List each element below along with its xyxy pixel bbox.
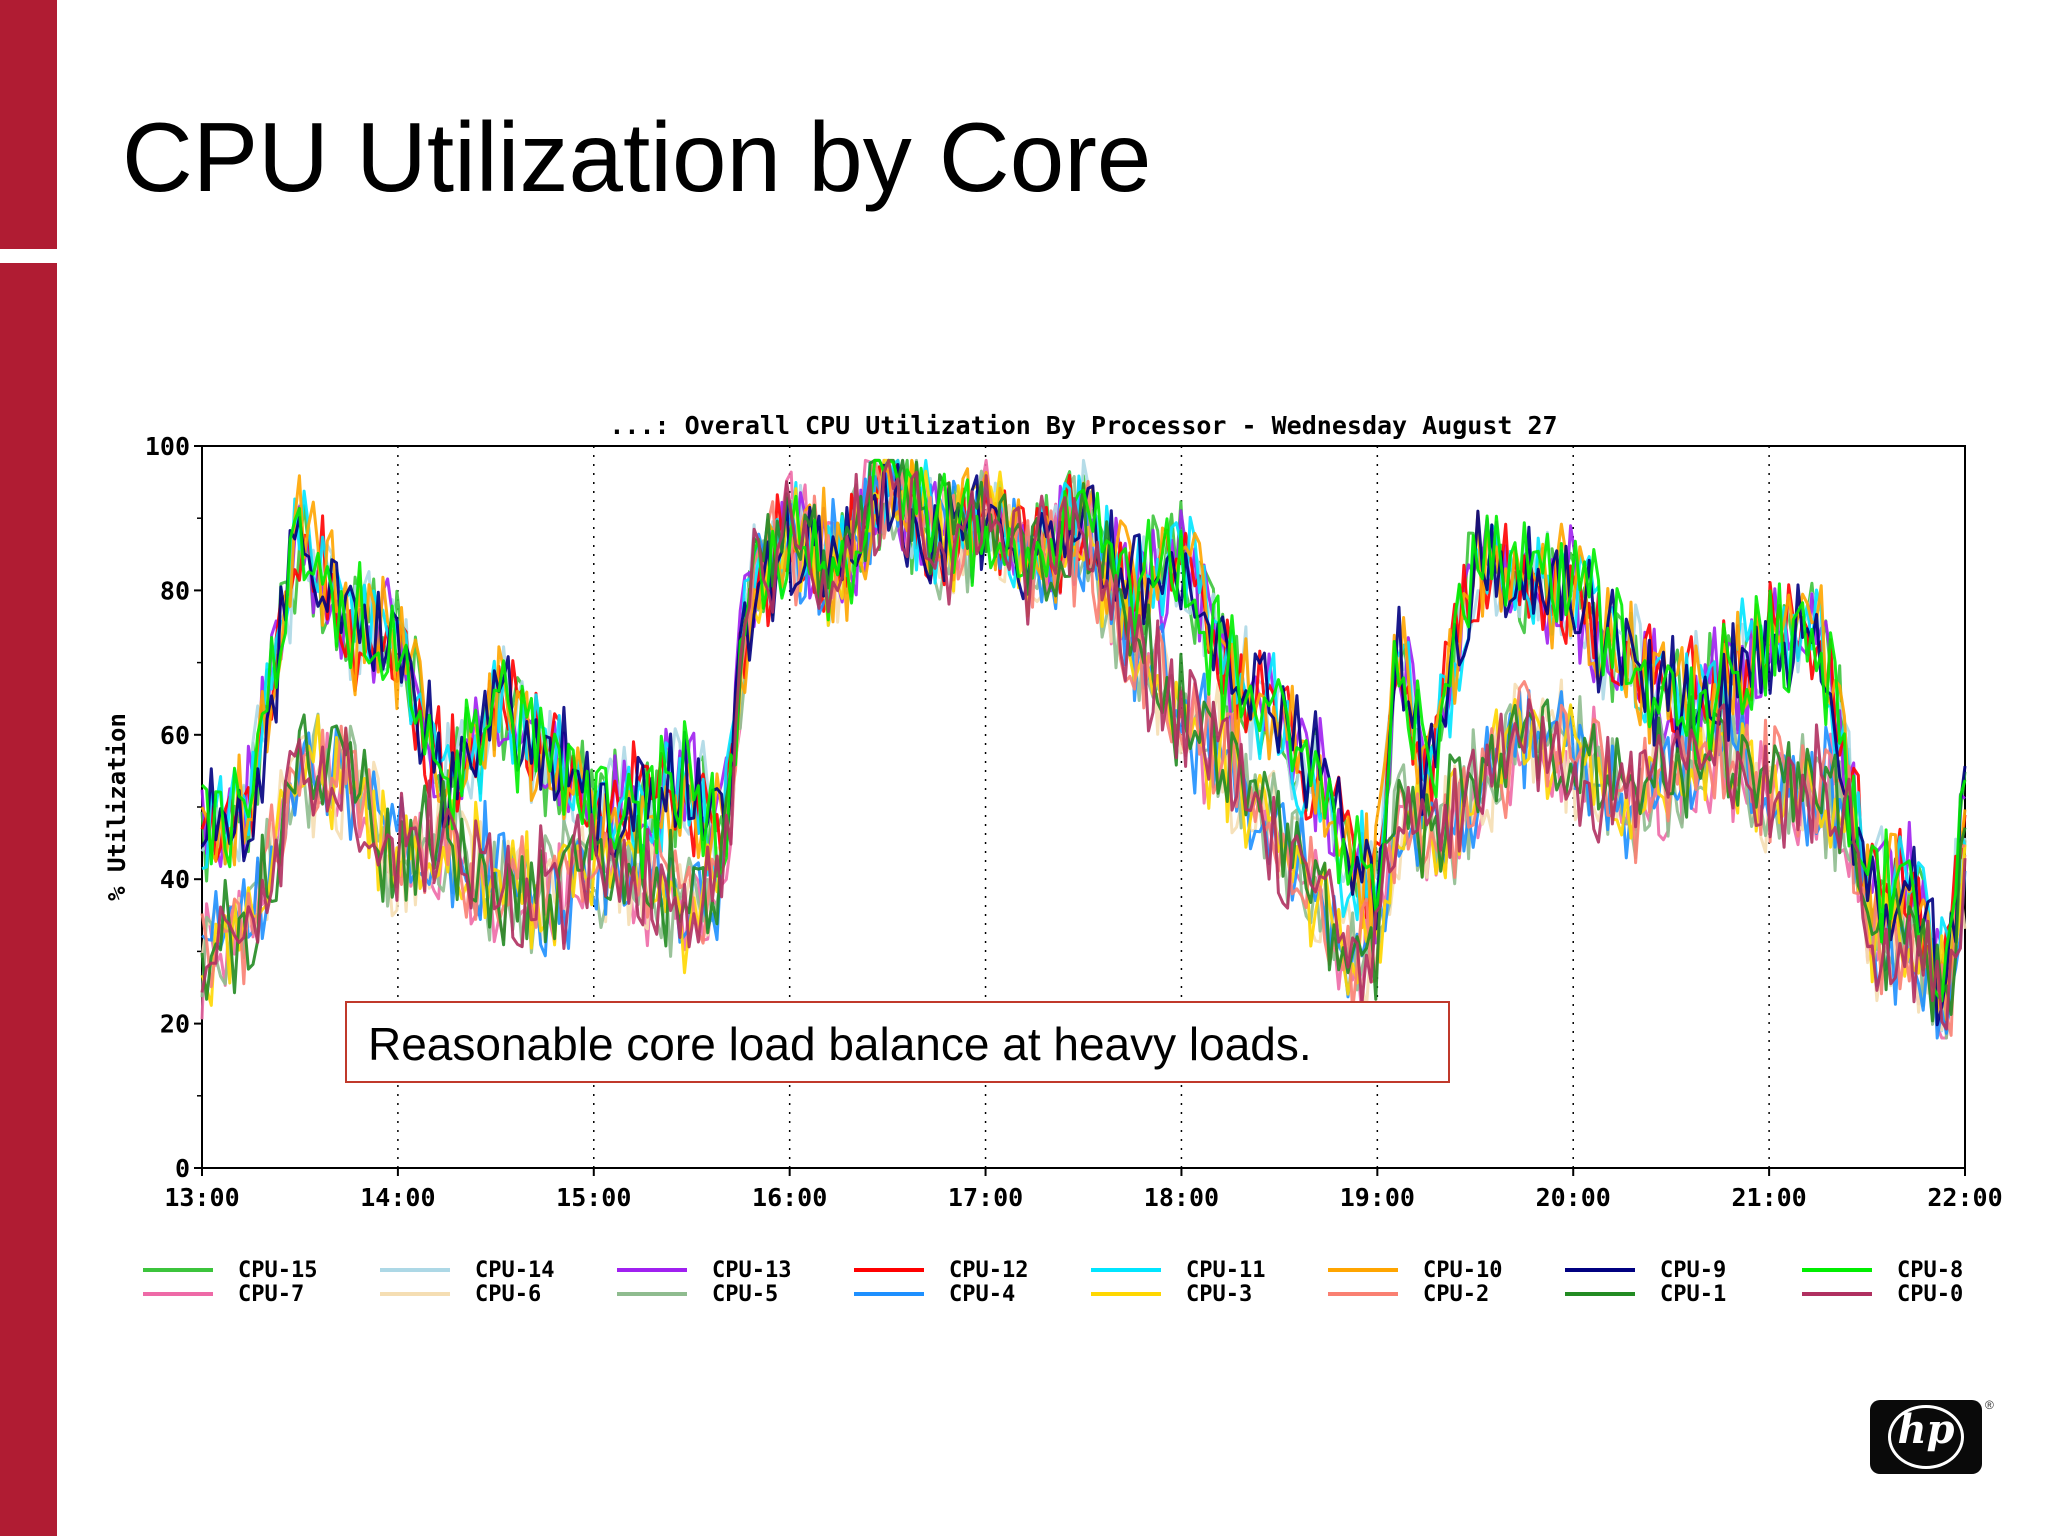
legend-label: CPU-5: [712, 1282, 778, 1307]
slide-title: CPU Utilization by Core: [122, 102, 1152, 212]
y-tick-label: 60: [160, 721, 190, 750]
y-tick-label: 0: [175, 1154, 190, 1183]
series-line-cpu-0: [200, 458, 1967, 1031]
x-tick-label: 21:00: [1731, 1183, 1806, 1212]
legend-label: CPU-13: [712, 1258, 791, 1283]
registered-mark: ®: [1985, 1398, 1994, 1412]
legend-label: CPU-4: [949, 1282, 1015, 1307]
hp-logo-icon: hp: [1870, 1400, 1982, 1474]
x-tick-label: 15:00: [556, 1183, 631, 1212]
legend-label: CPU-15: [238, 1258, 317, 1283]
legend-label: CPU-1: [1660, 1282, 1726, 1307]
legend-label: CPU-10: [1423, 1258, 1502, 1283]
y-tick-label: 20: [160, 1010, 190, 1039]
x-tick-label: 17:00: [948, 1183, 1023, 1212]
chart-title: ...: Overall CPU Utilization By Processo…: [609, 411, 1557, 440]
legend-label: CPU-9: [1660, 1258, 1726, 1283]
legend-label: CPU-6: [475, 1282, 541, 1307]
hp-logo-ring: [1888, 1405, 1964, 1469]
y-tick-label: 100: [145, 432, 190, 461]
series-line-cpu-8: [200, 458, 1967, 1003]
accent-bar-bottom: [0, 263, 57, 1536]
y-axis-label: % Utilization: [103, 713, 131, 901]
legend-label: CPU-12: [949, 1258, 1028, 1283]
legend-label: CPU-11: [1186, 1258, 1265, 1283]
accent-bar-top: [0, 0, 57, 249]
legend-label: CPU-2: [1423, 1282, 1489, 1307]
x-tick-label: 16:00: [752, 1183, 827, 1212]
y-tick-label: 40: [160, 865, 190, 894]
x-tick-label: 19:00: [1340, 1183, 1415, 1212]
x-tick-label: 13:00: [164, 1183, 239, 1212]
y-tick-label: 80: [160, 576, 190, 605]
legend-label: CPU-7: [238, 1282, 304, 1307]
x-tick-label: 14:00: [360, 1183, 435, 1212]
legend-label: CPU-0: [1897, 1282, 1963, 1307]
x-tick-label: 18:00: [1144, 1183, 1219, 1212]
hp-logo-text: hp: [1897, 1406, 1955, 1453]
series-line-cpu-1: [200, 458, 1967, 1023]
legend-label: CPU-14: [475, 1258, 554, 1283]
x-tick-label: 20:00: [1536, 1183, 1611, 1212]
callout-note: Reasonable core load balance at heavy lo…: [345, 1001, 1450, 1083]
x-tick-label: 22:00: [1927, 1183, 2002, 1212]
legend-label: CPU-3: [1186, 1282, 1252, 1307]
legend-label: CPU-8: [1897, 1258, 1963, 1283]
